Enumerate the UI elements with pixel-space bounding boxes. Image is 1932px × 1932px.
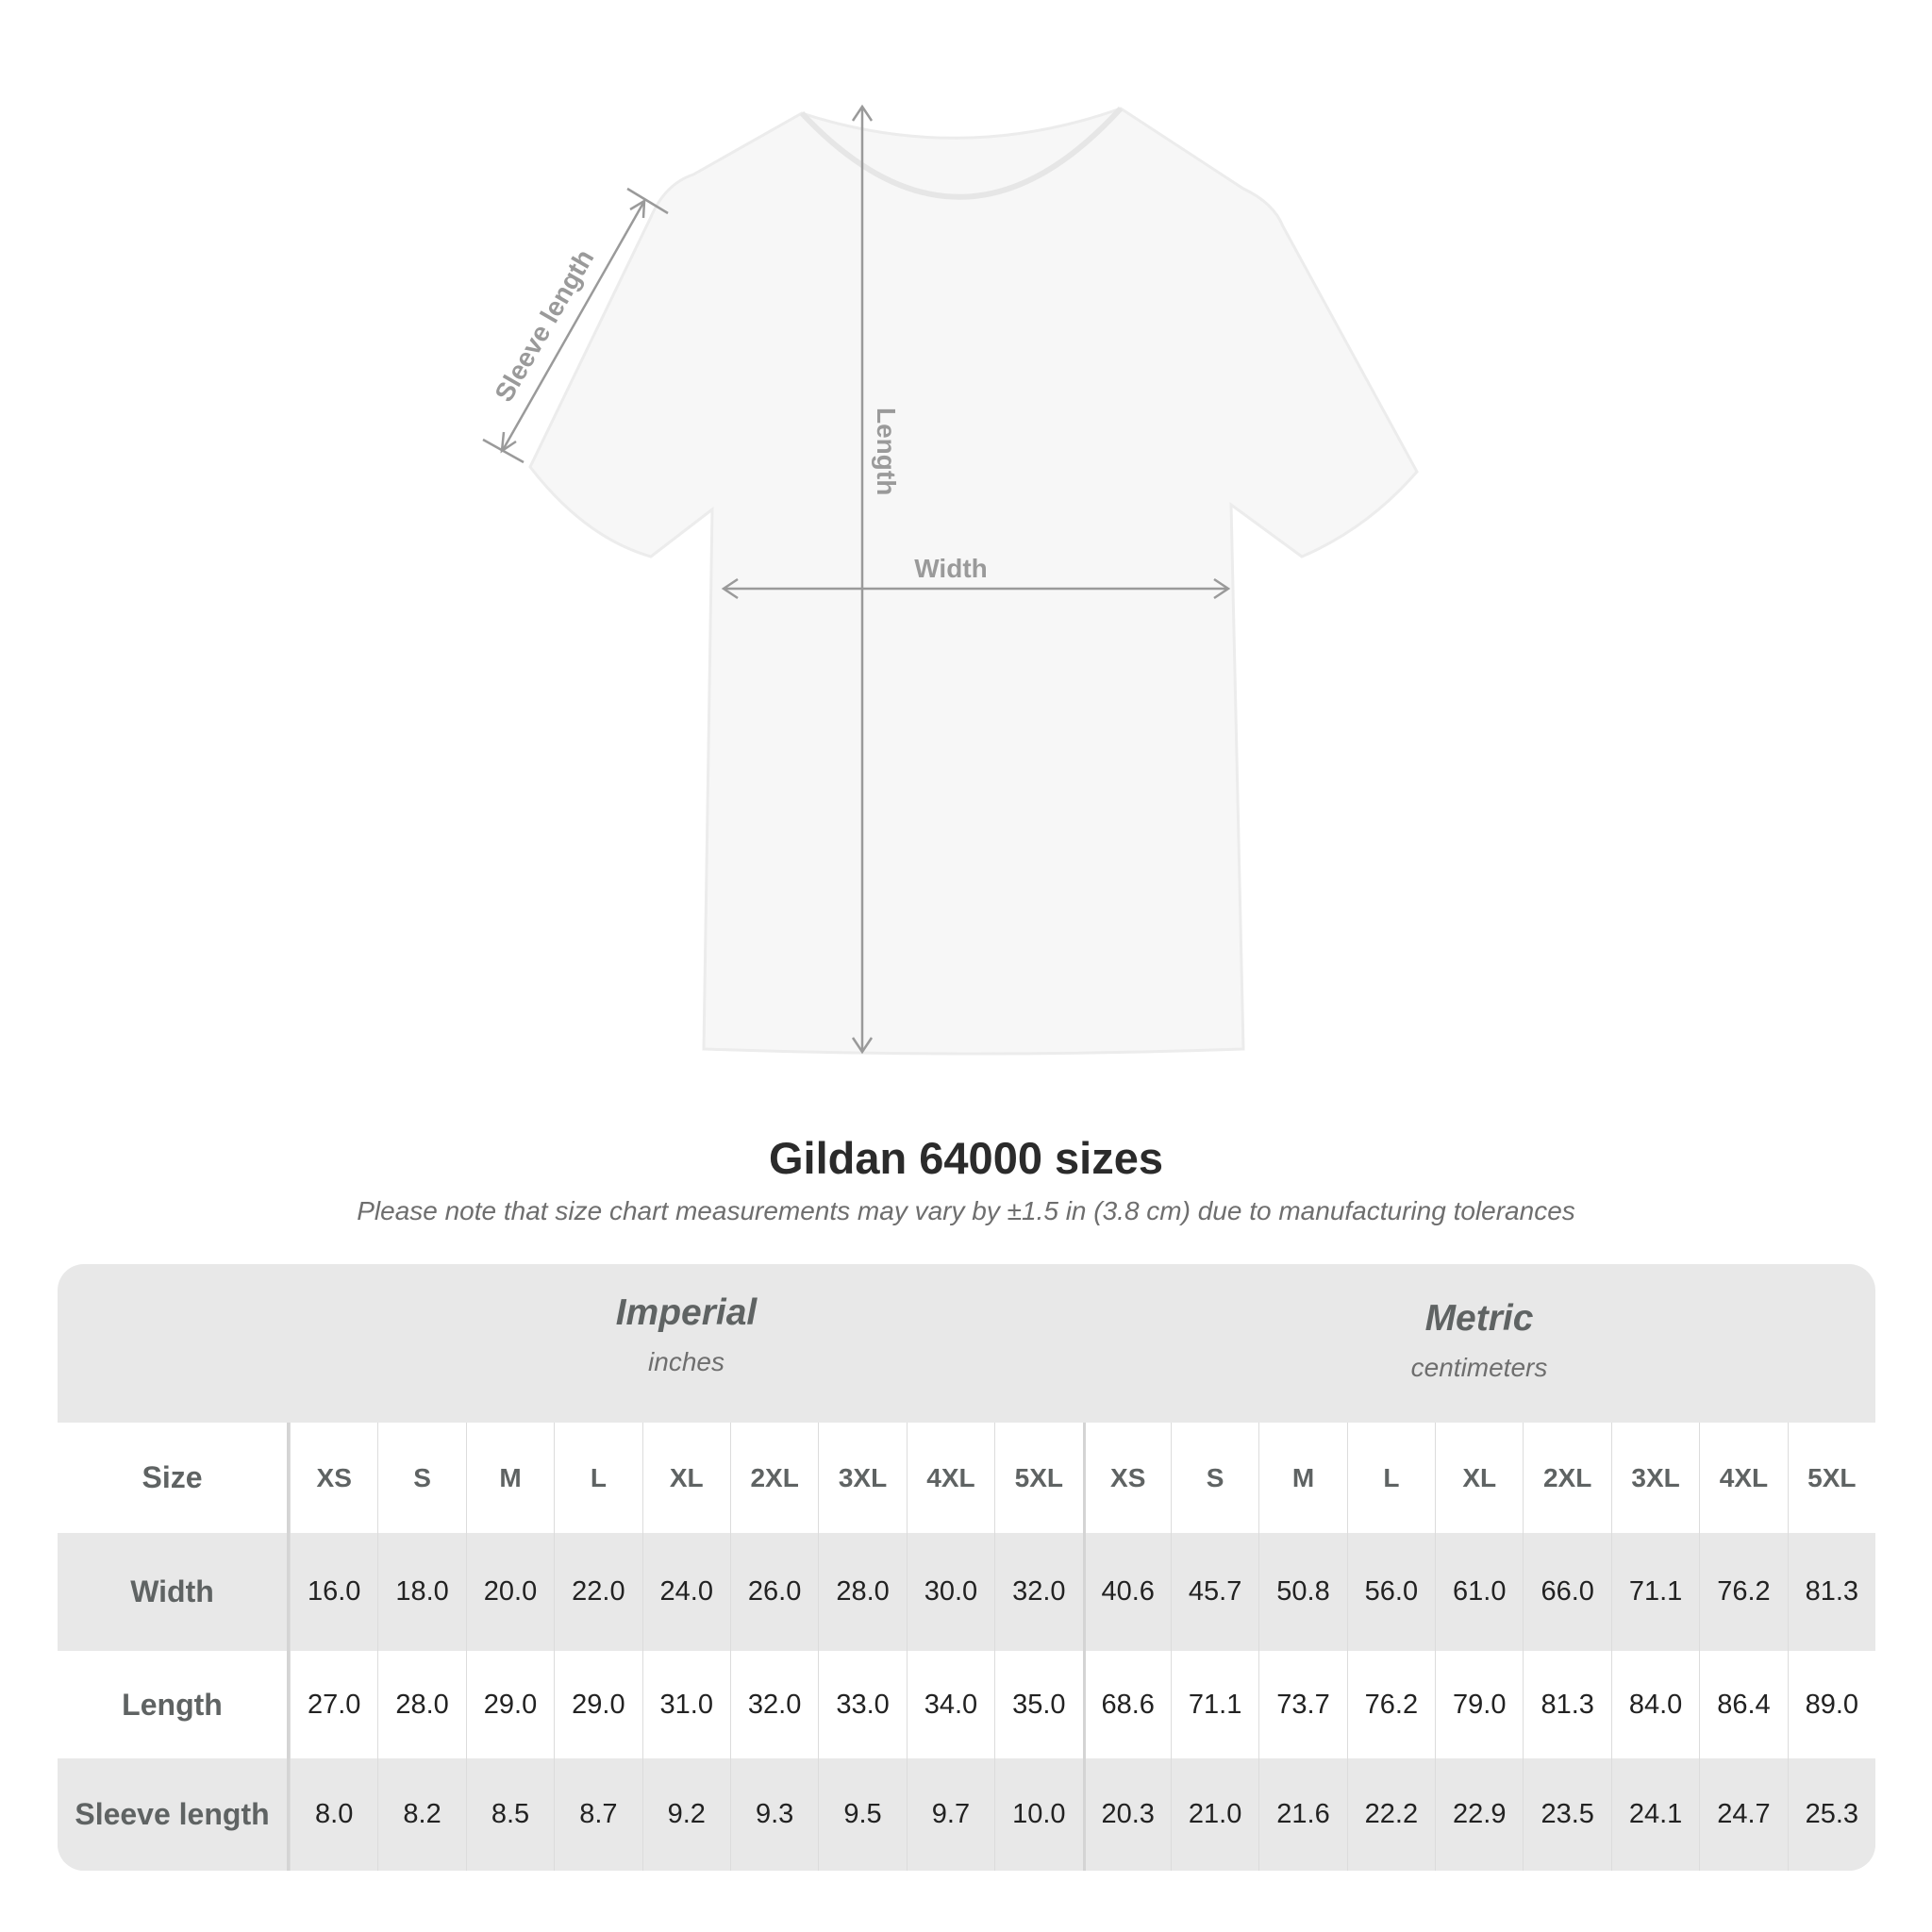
size-header-cell: M <box>465 1423 554 1533</box>
value-cell: 71.1 <box>1610 1533 1699 1651</box>
tshirt-diagram: Sleeve length Length Width <box>482 104 1419 1056</box>
value-cell: 21.6 <box>1258 1758 1346 1871</box>
value-cell: 22.0 <box>554 1533 641 1651</box>
size-header-cell: 5XL <box>1787 1423 1875 1533</box>
page-title: Gildan 64000 sizes <box>768 1133 1164 1183</box>
size-header-cell: 4XL <box>906 1423 994 1533</box>
value-cell: 21.0 <box>1170 1758 1258 1871</box>
value-cell: 22.2 <box>1346 1758 1435 1871</box>
size-header-cell: XS <box>1082 1423 1171 1533</box>
value-cell: 24.1 <box>1610 1758 1699 1871</box>
value-cell: 9.2 <box>641 1758 730 1871</box>
table-row: Width 16.0 18.0 20.0 22.0 24.0 26.0 28.0 30.0 32.… <box>58 1533 1875 1651</box>
value-cell: 8.5 <box>465 1758 554 1871</box>
length-label: Length <box>872 408 901 495</box>
value-cell: 9.3 <box>729 1758 818 1871</box>
value-cell: 76.2 <box>1699 1533 1787 1651</box>
row-label: Size <box>58 1423 290 1533</box>
value-cell: 8.0 <box>290 1758 377 1871</box>
value-cell: 61.0 <box>1435 1533 1523 1651</box>
value-cell: 18.0 <box>377 1533 465 1651</box>
value-cell: 23.5 <box>1523 1758 1610 1871</box>
value-cell: 84.0 <box>1610 1651 1699 1758</box>
value-cell: 89.0 <box>1787 1651 1875 1758</box>
value-cell: 34.0 <box>906 1651 994 1758</box>
value-cell: 68.6 <box>1082 1651 1171 1758</box>
size-table: Imperial inches Metric centimeters Size X… <box>58 1264 1875 1871</box>
size-header-cell: 4XL <box>1699 1423 1787 1533</box>
value-cell: 81.3 <box>1523 1651 1610 1758</box>
size-header-cell: L <box>1346 1423 1435 1533</box>
tolerance-note: Please note that size chart measurements… <box>357 1196 1575 1225</box>
tshirt-collar <box>799 106 1124 200</box>
size-header-cell: XS <box>290 1423 377 1533</box>
table-row: Sleeve length 8.0 8.2 8.5 8.7 9.2 9.3 9.5 9.7 10.… <box>58 1758 1875 1871</box>
value-cell: 30.0 <box>906 1533 994 1651</box>
value-cell: 33.0 <box>818 1651 906 1758</box>
row-label: Sleeve length <box>58 1758 290 1871</box>
value-cell: 25.3 <box>1787 1758 1875 1871</box>
value-cell: 9.7 <box>906 1758 994 1871</box>
size-header-cell: XL <box>1435 1423 1523 1533</box>
value-cell: 22.9 <box>1435 1758 1523 1871</box>
value-cell: 45.7 <box>1170 1533 1258 1651</box>
value-cell: 79.0 <box>1435 1651 1523 1758</box>
row-label: Length <box>58 1651 290 1758</box>
value-cell: 32.0 <box>729 1651 818 1758</box>
size-row: Size XS S M L XL 2XL 3XL 4XL 5XL XS S M L XL 2XL 3XL 4XL 5… <box>58 1423 1875 1533</box>
value-cell: 20.0 <box>465 1533 554 1651</box>
size-header-cell: 2XL <box>1523 1423 1610 1533</box>
value-cell: 73.7 <box>1258 1651 1346 1758</box>
size-header-cell: S <box>1170 1423 1258 1533</box>
value-cell: 8.7 <box>554 1758 641 1871</box>
value-cell: 35.0 <box>994 1651 1082 1758</box>
size-header-cell: L <box>554 1423 641 1533</box>
imperial-unit: inches <box>648 1347 724 1376</box>
value-cell: 66.0 <box>1523 1533 1610 1651</box>
value-cell: 29.0 <box>465 1651 554 1758</box>
value-cell: 50.8 <box>1258 1533 1346 1651</box>
value-cell: 76.2 <box>1346 1651 1435 1758</box>
value-cell: 20.3 <box>1082 1758 1171 1871</box>
value-cell: 16.0 <box>290 1533 377 1651</box>
value-cell: 28.0 <box>377 1651 465 1758</box>
size-header-cell: 2XL <box>729 1423 818 1533</box>
width-label: Width <box>914 554 988 583</box>
table-row: Length 27.0 28.0 29.0 29.0 31.0 32.0 33.0 34.0 35… <box>58 1651 1875 1758</box>
metric-title: Metric <box>1424 1298 1534 1339</box>
value-cell: 28.0 <box>818 1533 906 1651</box>
size-header-cell: S <box>377 1423 465 1533</box>
value-cell: 8.2 <box>377 1758 465 1871</box>
size-header-cell: 5XL <box>994 1423 1082 1533</box>
size-header-cell: 3XL <box>818 1423 906 1533</box>
size-header-cell: 3XL <box>1610 1423 1699 1533</box>
row-label: Width <box>58 1533 290 1651</box>
value-cell: 10.0 <box>994 1758 1082 1871</box>
value-cell: 32.0 <box>994 1533 1082 1651</box>
tshirt-shape <box>528 107 1419 1056</box>
value-cell: 81.3 <box>1787 1533 1875 1651</box>
value-cell: 29.0 <box>554 1651 641 1758</box>
sleeve-arrow <box>501 202 645 451</box>
size-header-cell: XL <box>641 1423 730 1533</box>
value-cell: 24.0 <box>641 1533 730 1651</box>
value-cell: 86.4 <box>1699 1651 1787 1758</box>
value-cell: 24.7 <box>1699 1758 1787 1871</box>
value-cell: 26.0 <box>729 1533 818 1651</box>
imperial-title: Imperial <box>615 1292 758 1333</box>
metric-unit: centimeters <box>1410 1353 1548 1382</box>
metric-header: Metric centimeters <box>1083 1298 1875 1457</box>
value-cell: 27.0 <box>290 1651 377 1758</box>
value-cell: 9.5 <box>818 1758 906 1871</box>
imperial-header: Imperial inches <box>290 1292 1083 1451</box>
value-cell: 71.1 <box>1170 1651 1258 1758</box>
value-cell: 31.0 <box>641 1651 730 1758</box>
value-cell: 40.6 <box>1082 1533 1171 1651</box>
size-header-cell: M <box>1258 1423 1346 1533</box>
value-cell: 56.0 <box>1346 1533 1435 1651</box>
